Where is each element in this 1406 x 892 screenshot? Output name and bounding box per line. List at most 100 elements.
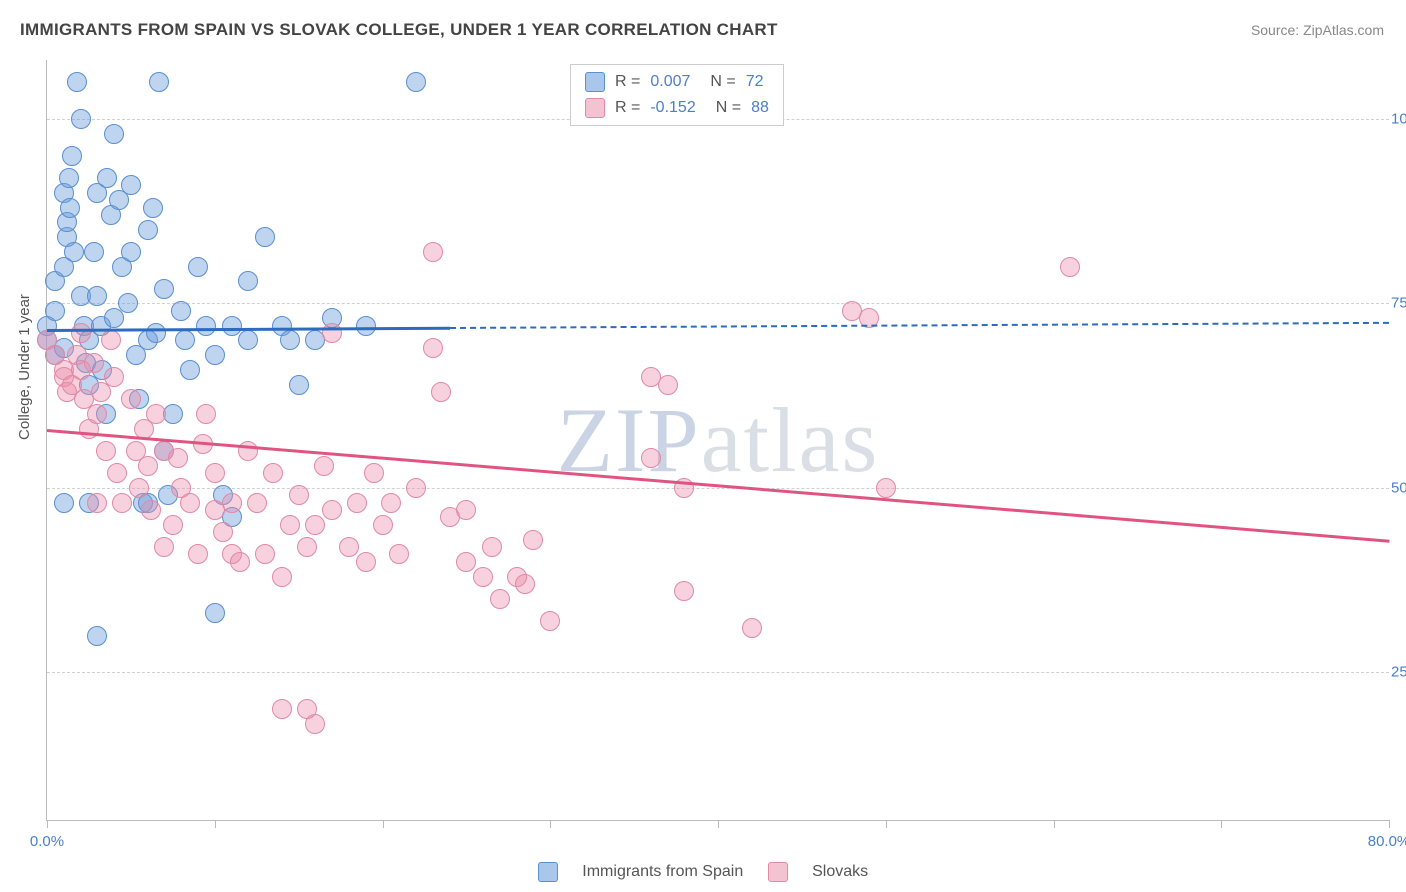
data-point [163, 515, 183, 535]
y-axis-title: College, Under 1 year [16, 294, 33, 440]
legend-label-slovaks: Slovaks [812, 863, 868, 880]
x-tick [550, 820, 551, 828]
swatch-spain [538, 862, 558, 882]
data-point [138, 220, 158, 240]
data-point [297, 537, 317, 557]
legend-row-spain: R = 0.007 N = 72 [571, 69, 783, 95]
grid-line [47, 488, 1389, 489]
data-point [339, 537, 359, 557]
y-tick-label: 75.0% [1391, 295, 1406, 312]
data-point [97, 168, 117, 188]
data-point [280, 515, 300, 535]
data-point [104, 124, 124, 144]
data-point [272, 567, 292, 587]
data-point [742, 618, 762, 638]
data-point [84, 353, 104, 373]
data-point [118, 293, 138, 313]
n-value-slovaks: 88 [751, 99, 769, 117]
data-point [205, 345, 225, 365]
data-point [67, 72, 87, 92]
plot-area: ZIPatlas 25.0%50.0%75.0%100.0%0.0%80.0% [46, 60, 1389, 821]
data-point [674, 581, 694, 601]
series-legend: Immigrants from Spain Slovaks [0, 862, 1406, 882]
data-point [129, 478, 149, 498]
data-point [431, 382, 451, 402]
source-attribution: Source: ZipAtlas.com [1251, 22, 1384, 38]
data-point [104, 367, 124, 387]
trend-line [47, 429, 1389, 543]
data-point [154, 537, 174, 557]
data-point [45, 301, 65, 321]
data-point [515, 574, 535, 594]
data-point [222, 316, 242, 336]
swatch-slovaks [585, 98, 605, 118]
data-point [658, 375, 678, 395]
x-tick [886, 820, 887, 828]
data-point [112, 493, 132, 513]
correlation-legend: R = 0.007 N = 72 R = -0.152 N = 88 [570, 64, 784, 126]
data-point [473, 567, 493, 587]
x-tick [1054, 820, 1055, 828]
r-value-spain: 0.007 [650, 73, 690, 91]
data-point [180, 493, 200, 513]
x-tick-label: 0.0% [30, 833, 64, 850]
data-point [168, 448, 188, 468]
watermark-part-b: atlas [701, 389, 880, 491]
data-point [205, 463, 225, 483]
data-point [255, 227, 275, 247]
y-tick-label: 100.0% [1391, 111, 1406, 128]
data-point [188, 257, 208, 277]
data-point [84, 242, 104, 262]
data-point [146, 323, 166, 343]
data-point [121, 175, 141, 195]
swatch-slovaks [768, 862, 788, 882]
data-point [141, 500, 161, 520]
data-point [71, 323, 91, 343]
data-point [322, 323, 342, 343]
data-point [456, 500, 476, 520]
grid-line [47, 672, 1389, 673]
y-tick-label: 50.0% [1391, 479, 1406, 496]
x-tick [1389, 820, 1390, 828]
x-tick [718, 820, 719, 828]
n-label: N = [716, 99, 741, 117]
data-point [423, 242, 443, 262]
data-point [205, 603, 225, 623]
data-point [373, 515, 393, 535]
data-point [406, 72, 426, 92]
data-point [364, 463, 384, 483]
r-value-slovaks: -0.152 [650, 99, 695, 117]
data-point [238, 271, 258, 291]
data-point [289, 485, 309, 505]
data-point [107, 463, 127, 483]
r-label: R = [615, 73, 640, 91]
data-point [87, 404, 107, 424]
y-tick-label: 25.0% [1391, 664, 1406, 681]
data-point [213, 522, 233, 542]
data-point [62, 146, 82, 166]
data-point [389, 544, 409, 564]
n-value-spain: 72 [746, 73, 764, 91]
data-point [154, 279, 174, 299]
data-point [523, 530, 543, 550]
data-point [196, 404, 216, 424]
data-point [876, 478, 896, 498]
data-point [87, 626, 107, 646]
data-point [255, 544, 275, 564]
data-point [146, 404, 166, 424]
legend-label-spain: Immigrants from Spain [582, 863, 743, 880]
data-point [314, 456, 334, 476]
data-point [347, 493, 367, 513]
data-point [59, 168, 79, 188]
data-point [60, 198, 80, 218]
data-point [1060, 257, 1080, 277]
data-point [238, 330, 258, 350]
data-point [175, 330, 195, 350]
data-point [188, 544, 208, 564]
data-point [305, 515, 325, 535]
swatch-spain [585, 72, 605, 92]
data-point [289, 375, 309, 395]
data-point [71, 109, 91, 129]
data-point [456, 552, 476, 572]
data-point [280, 330, 300, 350]
